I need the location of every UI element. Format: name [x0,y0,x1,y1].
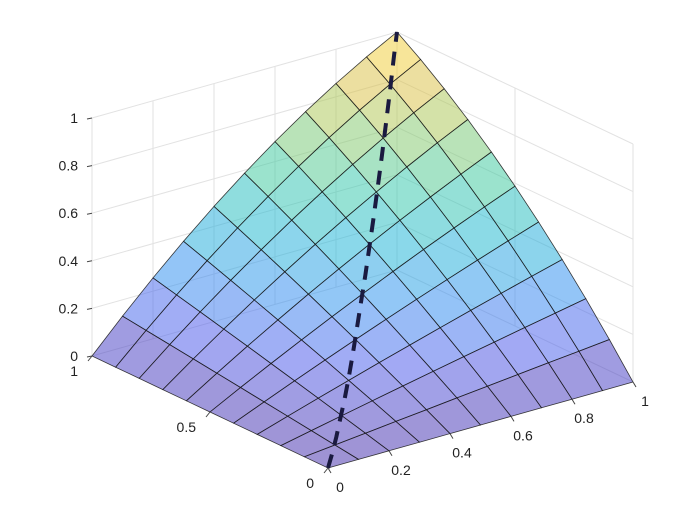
z-tick-label-2: 0.4 [59,253,79,269]
z-tick-label-1: 0.2 [59,300,79,316]
y-tick-label-1: 0.5 [177,419,197,435]
x-tick-mark-2 [449,433,454,439]
y-tick-label-0: 0 [306,475,314,491]
dashed-curve [326,31,399,469]
dashed-curve-line [326,31,399,469]
z-tick-label-3: 0.6 [59,205,79,221]
z-tick-label-4: 0.8 [59,158,79,174]
x-tick-label-3: 0.6 [513,427,533,443]
z-tick-label-0: 0 [70,348,78,364]
z-tick-label-5: 1 [70,110,78,126]
x-tick-mark-3 [510,416,515,422]
x-tick-mark-5 [632,381,637,388]
y-tick-mark-2 [87,355,93,362]
y-tick-mark-0 [323,467,329,474]
grid-line-z-back-5 [91,31,398,119]
x-tick-mark-0 [327,467,332,474]
z-tick-mark-3 [86,212,93,215]
x-tick-label-0: 0 [336,479,344,495]
x-tick-label-2: 0.4 [452,445,472,461]
z-tick-mark-1 [86,307,93,310]
x-tick-mark-1 [388,450,393,457]
z-tick-mark-2 [86,260,93,263]
z-tick-mark-5 [86,117,93,120]
x-tick-label-5: 1 [641,393,649,409]
z-tick-mark-4 [86,165,93,168]
x-tick-label-1: 0.2 [391,462,411,478]
x-tick-mark-4 [571,398,576,405]
x-tick-label-4: 0.8 [574,410,594,426]
y-tick-label-2: 1 [70,363,78,379]
z-tick-mark-0 [86,355,93,358]
grid-line-z-side-5 [396,31,634,145]
y-tick-mark-1 [205,411,211,418]
surface-mesh [91,31,634,469]
